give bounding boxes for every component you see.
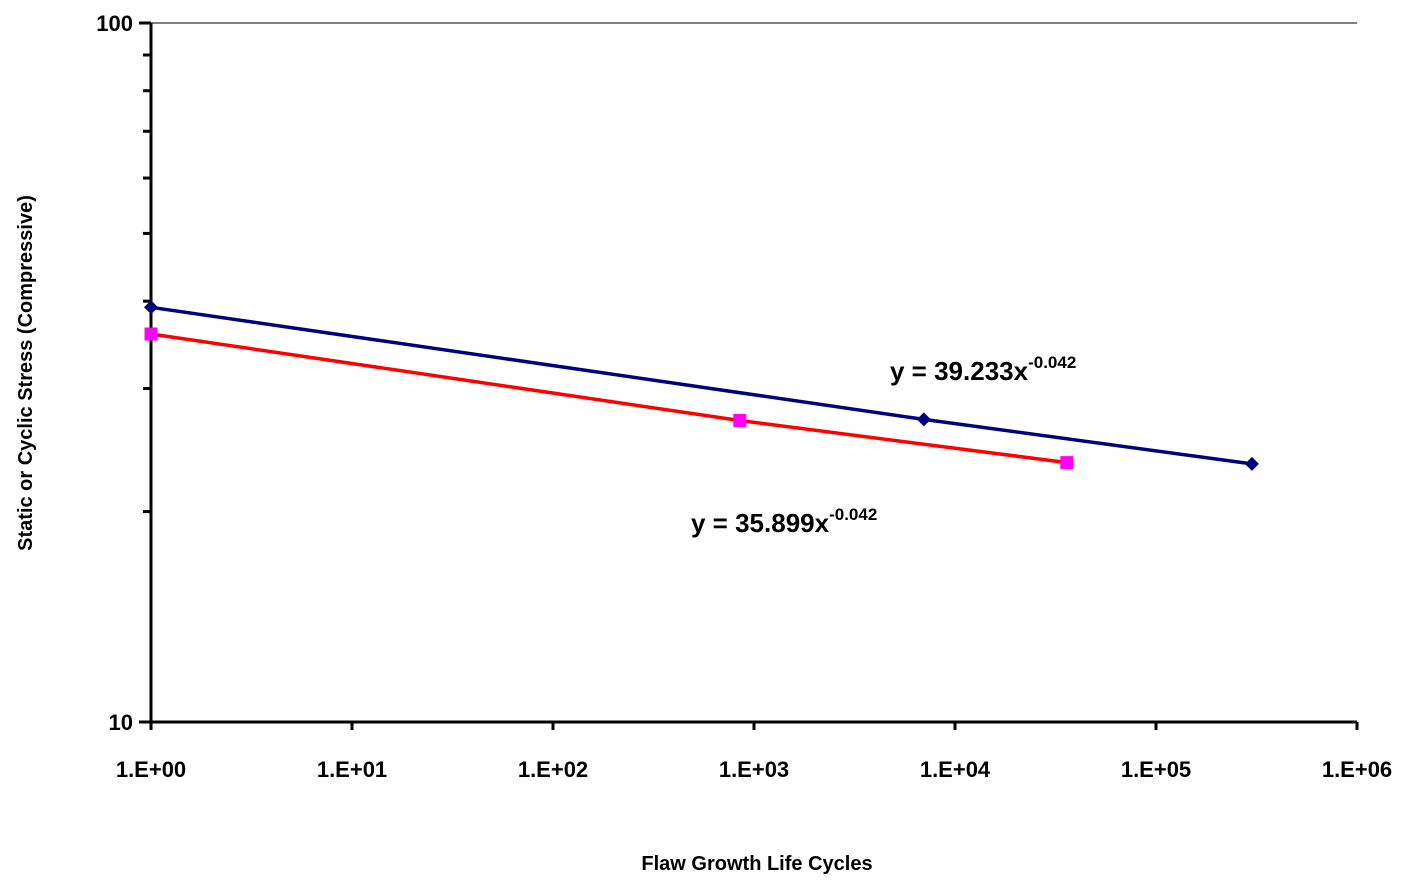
equation-series-2-base: y = 35.899x [691,508,830,538]
x-axis-title: Flaw Growth Life Cycles [641,853,872,875]
y-tick-label: 100 [96,11,133,36]
series-2-line [150,332,1068,465]
series-1-point [144,300,158,315]
series-1-point [1244,456,1259,471]
x-tick-label: 1.E+01 [317,757,387,782]
x-tick-label: 1.E+04 [920,757,991,782]
equation-series-1-base: y = 39.233x [890,356,1029,386]
equation-series-2: y = 35.899x-0.042 [691,505,877,538]
series-1-line [150,305,1253,466]
series-layer [144,300,1259,471]
x-tick-label: 1.E+06 [1322,757,1392,782]
series-2-point [733,413,747,427]
x-tick-label: 1.E+00 [116,757,186,782]
x-tick-label: 1.E+03 [719,757,789,782]
x-tick-label: 1.E+05 [1121,757,1191,782]
x-tick-label: 1.E+02 [518,757,588,782]
series-2-point [1060,456,1074,470]
label-layer: 1.E+00 1.E+01 1.E+02 1.E+03 1.E+04 1.E+05 1.E+… [96,11,1392,782]
equation-series-1-exponent: -0.042 [1028,353,1076,372]
series-1-point [916,412,931,427]
series-2-point [144,327,158,341]
y-axis-title: Static or Cyclic Stress (Compressive) [15,195,37,551]
equation-series-2-exponent: -0.042 [829,505,877,524]
equation-series-1: y = 39.233x-0.042 [890,353,1076,386]
axis-layer [139,21,1359,730]
y-tick-label: 10 [109,710,133,735]
